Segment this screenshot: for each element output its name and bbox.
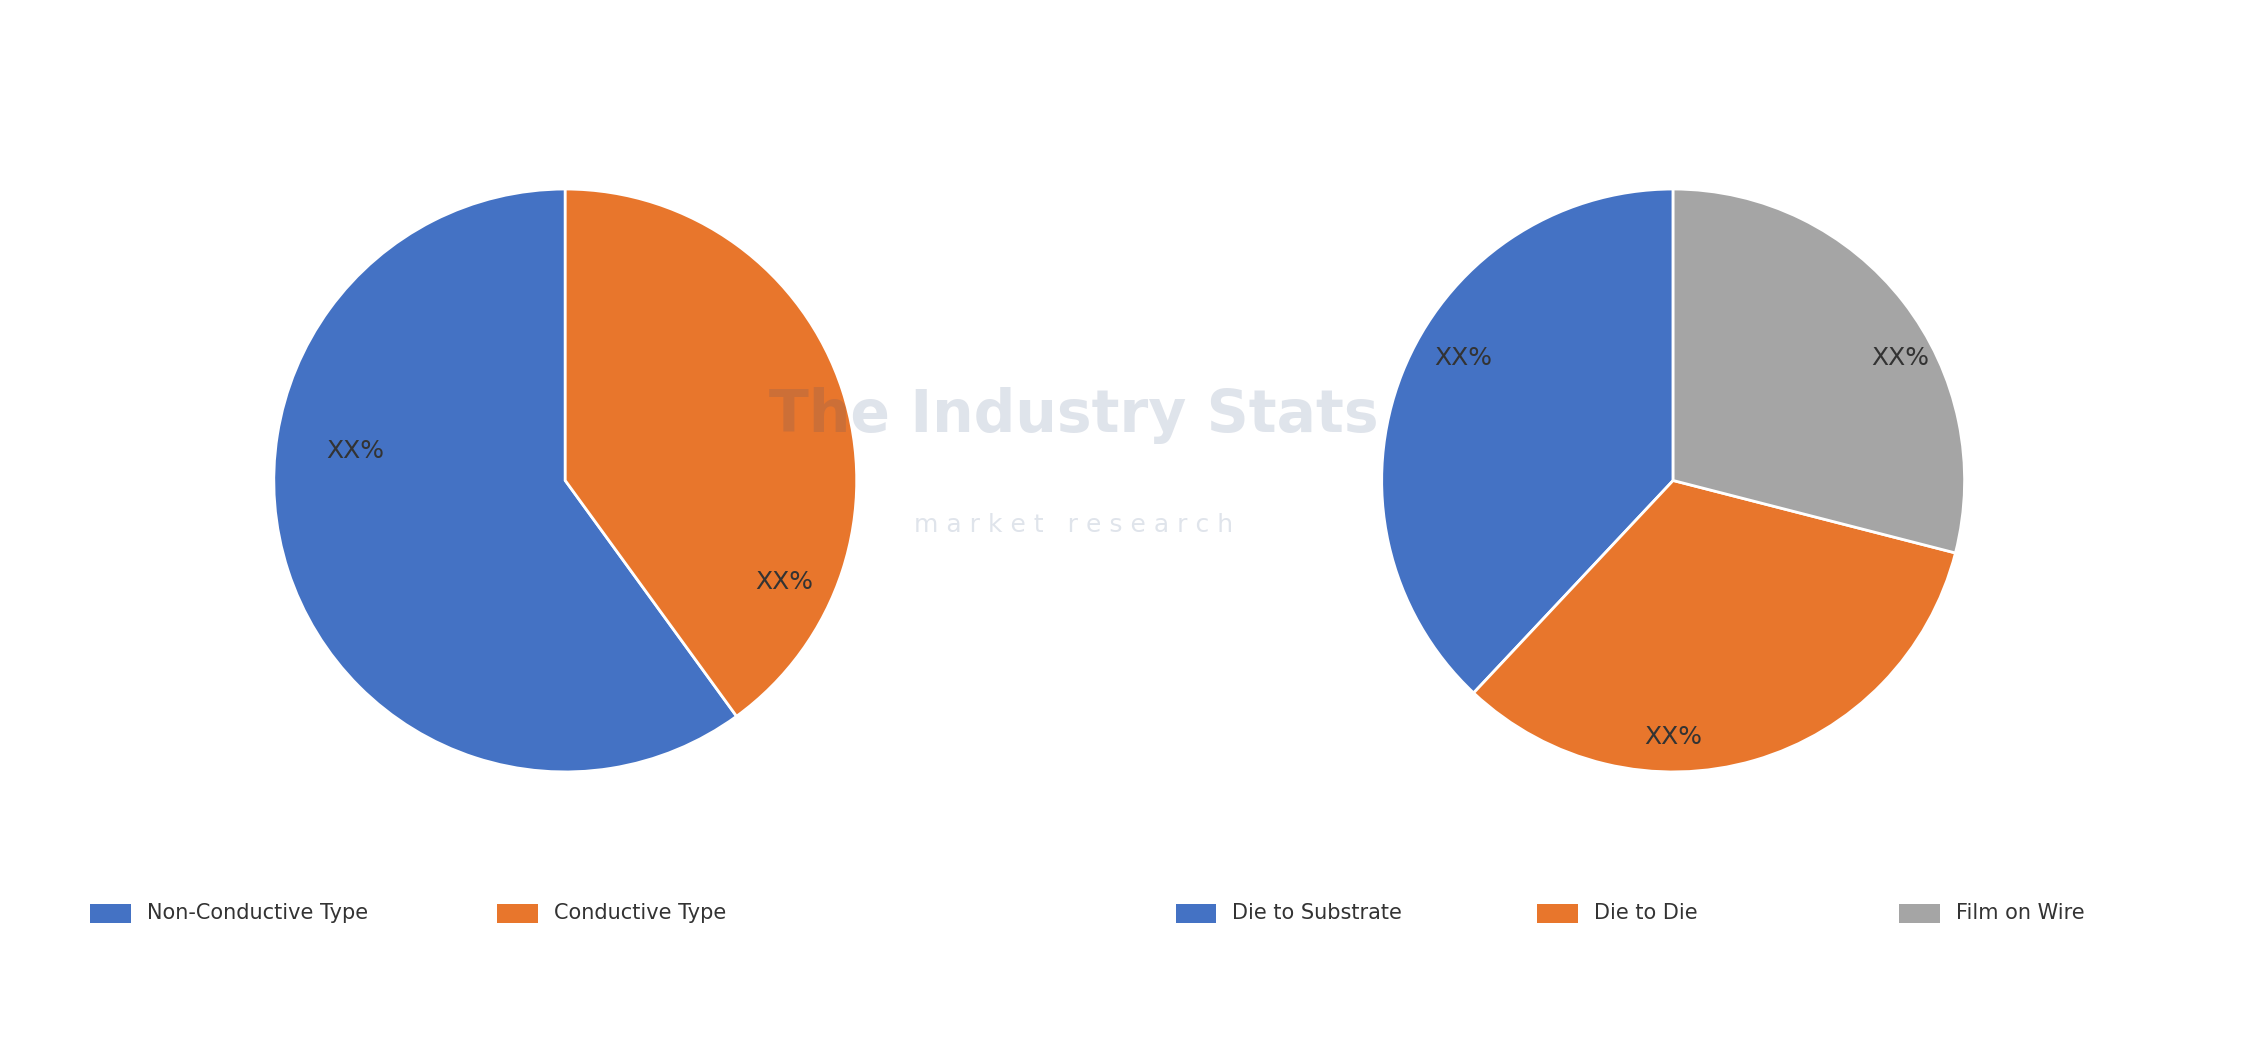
Wedge shape [1673, 189, 1965, 553]
Text: XX%: XX% [1433, 346, 1492, 370]
Text: Die to Die: Die to Die [1594, 904, 1698, 923]
Bar [497, 904, 538, 923]
Bar [1899, 904, 1940, 923]
Bar [90, 904, 131, 923]
Text: XX%: XX% [755, 570, 814, 595]
Text: Film on Wire: Film on Wire [1956, 904, 2085, 923]
Text: XX%: XX% [1644, 725, 1703, 749]
Text: Source: Theindustrystats Analysis: Source: Theindustrystats Analysis [27, 999, 457, 1018]
Wedge shape [565, 189, 857, 716]
Wedge shape [1381, 189, 1673, 693]
Wedge shape [1474, 480, 1956, 772]
Text: Email: sales@theindustrystats.com: Email: sales@theindustrystats.com [909, 999, 1352, 1018]
Text: XX%: XX% [326, 439, 384, 464]
Text: m a r k e t   r e s e a r c h: m a r k e t r e s e a r c h [913, 513, 1235, 536]
Text: Conductive Type: Conductive Type [554, 904, 726, 923]
Text: The Industry Stats: The Industry Stats [769, 386, 1379, 444]
Bar [1537, 904, 1578, 923]
Text: Die to Substrate: Die to Substrate [1232, 904, 1402, 923]
Text: XX%: XX% [1872, 346, 1929, 370]
Text: Fig. Global Dicing Die Attach Film Market Share by Product Types & Application: Fig. Global Dicing Die Attach Film Marke… [27, 44, 1393, 74]
Wedge shape [274, 189, 737, 772]
Bar [1176, 904, 1216, 923]
Text: Website: www.theindustrystats.com: Website: www.theindustrystats.com [1777, 999, 2234, 1018]
Text: Non-Conductive Type: Non-Conductive Type [147, 904, 369, 923]
